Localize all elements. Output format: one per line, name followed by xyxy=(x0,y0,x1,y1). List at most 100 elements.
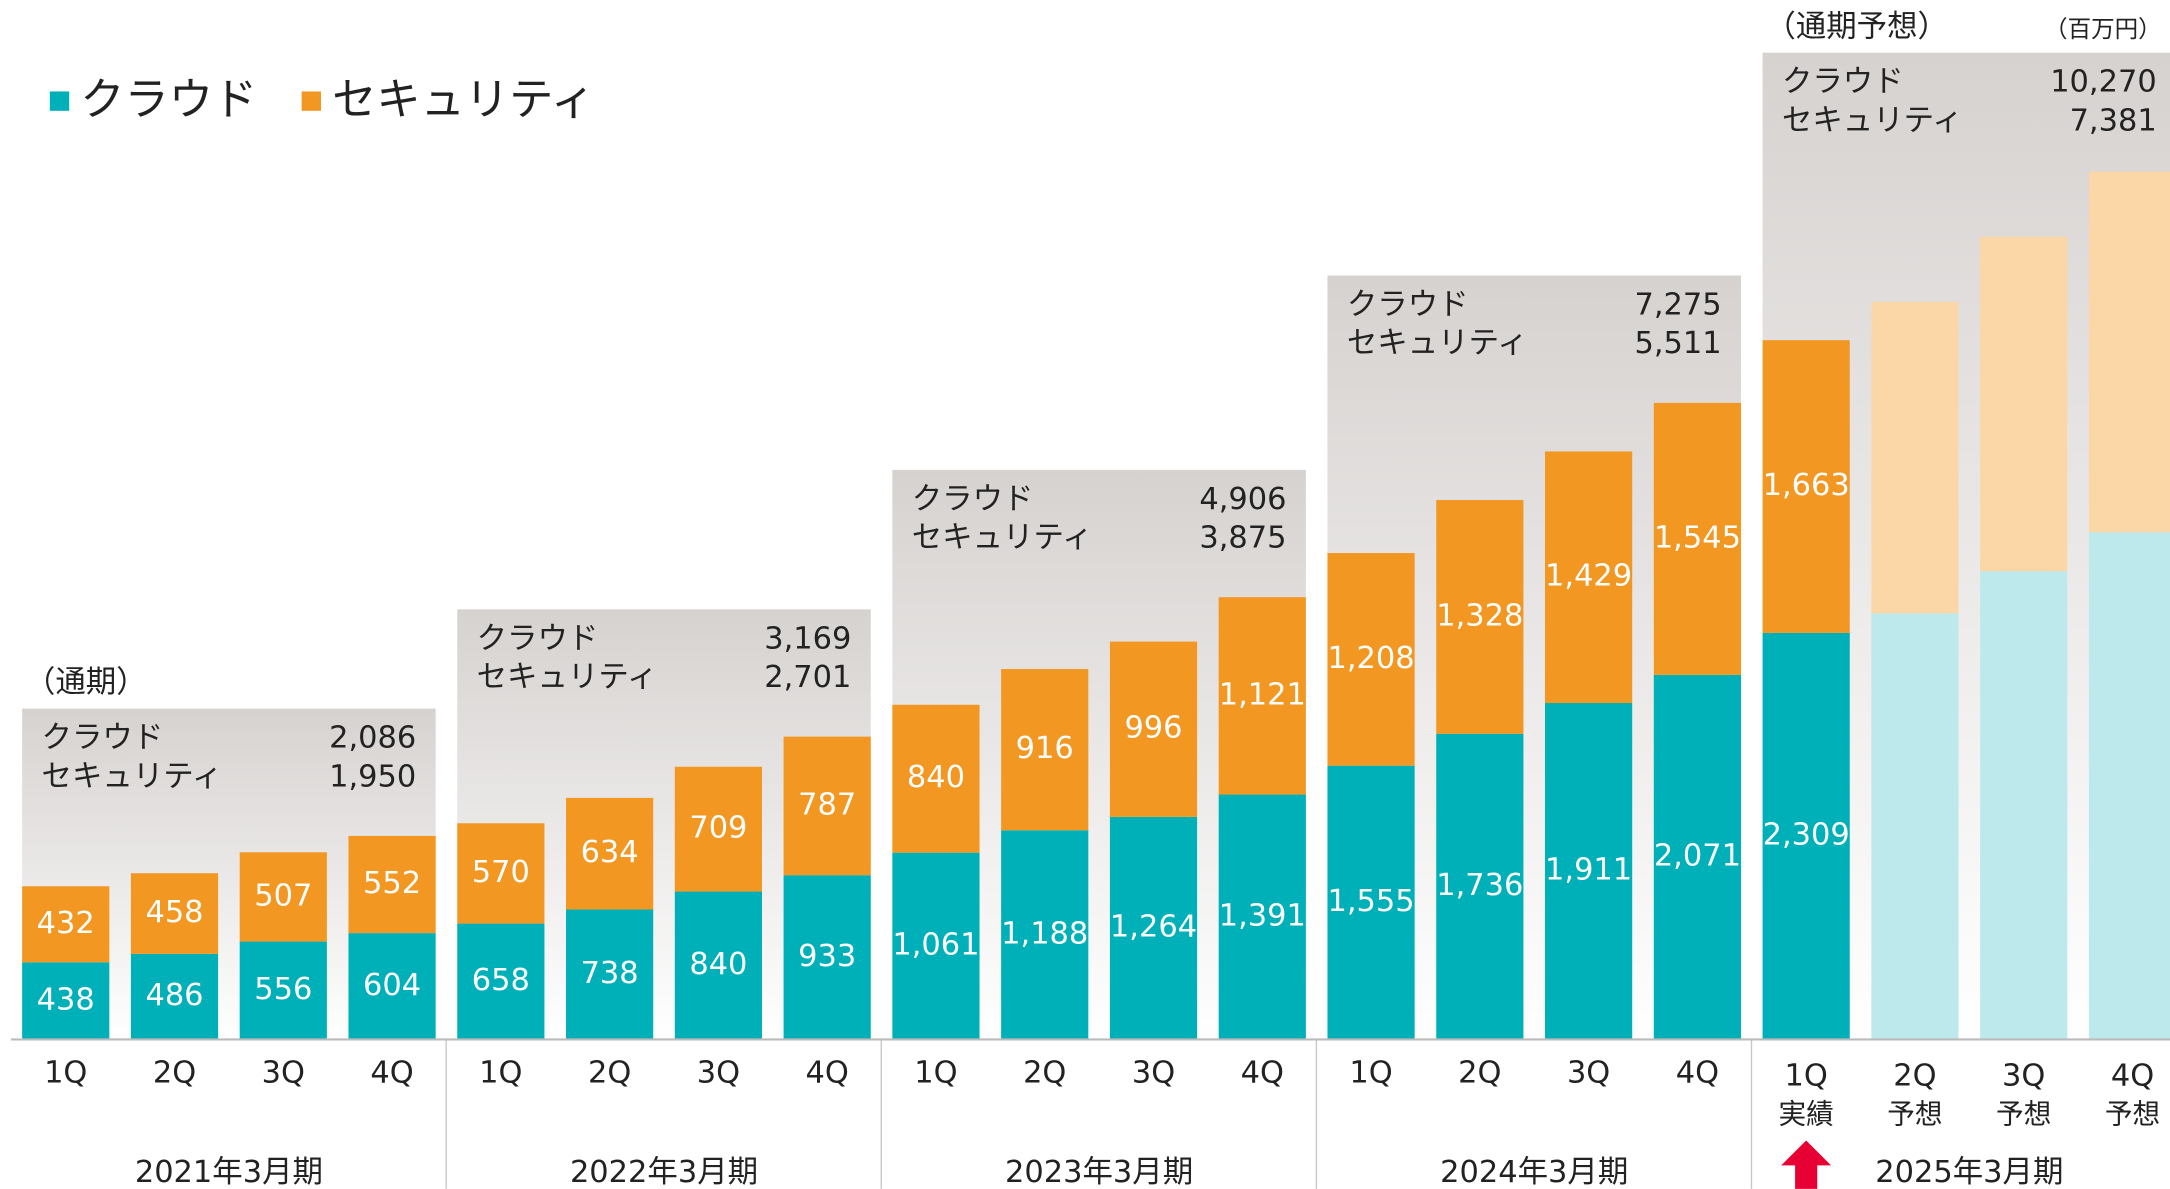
value-label: 1,736 xyxy=(1436,868,1523,903)
bar-segment xyxy=(566,909,654,1040)
x-tick-label: 1Q xyxy=(1785,1058,1828,1093)
value-label: 1,264 xyxy=(1110,910,1197,945)
period-label: 2025年3月期 xyxy=(1875,1155,2063,1189)
bar-segment xyxy=(1327,553,1415,766)
x-tick-label: 3Q xyxy=(262,1056,305,1091)
bar-segment xyxy=(1762,632,1850,1040)
bar-segment xyxy=(348,835,436,934)
value-label: 486 xyxy=(145,978,203,1013)
value-label: 840 xyxy=(907,760,965,795)
value-label: 1,429 xyxy=(1545,559,1632,594)
bar-segment xyxy=(1436,500,1524,734)
bar-segment xyxy=(1545,703,1633,1040)
period-label: 2021年3月期 xyxy=(135,1155,323,1189)
x-sublabel: 予想 xyxy=(2105,1098,2160,1131)
bar-segment xyxy=(457,823,545,924)
bar-segment xyxy=(1436,733,1524,1040)
value-label: 1,911 xyxy=(1545,853,1632,888)
value-label: 787 xyxy=(798,787,856,822)
value-label: 438 xyxy=(37,982,95,1017)
value-label: 933 xyxy=(798,939,856,974)
bar-segment xyxy=(1218,794,1306,1040)
bar-segment xyxy=(1980,571,2068,1040)
legend-label: セキュリティ xyxy=(332,75,595,126)
x-tick-label: 1Q xyxy=(1349,1056,1392,1091)
x-sublabel: 予想 xyxy=(1996,1098,2051,1131)
x-tick-label: 3Q xyxy=(1567,1056,1610,1091)
value-label: 996 xyxy=(1124,711,1182,746)
x-tick-label: 4Q xyxy=(1676,1056,1719,1091)
bar-segment xyxy=(1109,641,1198,817)
x-tick-label: 3Q xyxy=(1132,1056,1175,1091)
annual-heading: （通期予想） xyxy=(1765,9,1948,44)
value-label: 2,071 xyxy=(1654,839,1741,874)
value-label: 1,208 xyxy=(1327,641,1414,676)
value-label: 634 xyxy=(581,835,639,870)
annual-value: 5,511 xyxy=(1634,326,1721,361)
annual-value: 2,701 xyxy=(764,660,851,695)
legend-label: クラウド xyxy=(80,75,257,126)
actual-arrow xyxy=(1781,1140,1832,1189)
annual-series-name: クラウド xyxy=(42,721,164,756)
annual-series-name: クラウド xyxy=(1782,65,1904,100)
annual-value: 2,086 xyxy=(329,721,416,756)
annual-value: 10,270 xyxy=(2050,65,2157,100)
value-label: 458 xyxy=(145,895,203,930)
x-tick-label: 1Q xyxy=(44,1056,87,1091)
value-label: 709 xyxy=(689,811,747,846)
value-label: 1,061 xyxy=(892,928,979,963)
annual-heading: （通期） xyxy=(25,665,147,700)
x-tick-label: 4Q xyxy=(370,1056,413,1091)
bar-segment xyxy=(1653,674,1741,1040)
x-sublabel: 予想 xyxy=(1887,1098,1942,1131)
bar-segment xyxy=(1762,340,1850,633)
period-label: 2024年3月期 xyxy=(1440,1155,1628,1189)
period-label: 2023年3月期 xyxy=(1005,1155,1193,1189)
annual-series-name: セキュリティ xyxy=(42,759,223,794)
annual-value: 7,381 xyxy=(2070,103,2157,138)
bar-segment xyxy=(892,704,980,853)
x-tick-label: 2Q xyxy=(1893,1058,1936,1093)
bar-segment xyxy=(1545,451,1633,704)
annual-series-name: クラウド xyxy=(912,482,1034,517)
bar-segment xyxy=(348,933,436,1040)
value-label: 604 xyxy=(363,968,421,1003)
bar-segment xyxy=(1327,765,1415,1040)
x-tick-label: 3Q xyxy=(697,1056,740,1091)
bar-segment xyxy=(1001,669,1089,831)
annual-value: 3,169 xyxy=(764,621,851,656)
bar-segment xyxy=(2088,171,2170,533)
annual-value: 3,875 xyxy=(1199,521,1286,556)
value-label: 507 xyxy=(254,878,312,913)
annual-series-name: クラウド xyxy=(477,621,599,656)
x-tick-label: 4Q xyxy=(806,1056,849,1091)
x-tick-label: 1Q xyxy=(479,1056,522,1091)
value-label: 916 xyxy=(1016,731,1074,766)
bar-segment xyxy=(239,852,327,942)
bar-segment xyxy=(1109,816,1198,1040)
value-label: 432 xyxy=(37,906,95,941)
value-label: 1,555 xyxy=(1327,884,1414,919)
annual-series-name: セキュリティ xyxy=(912,521,1093,556)
bar-segment xyxy=(674,766,762,892)
unit-label: （百万円） xyxy=(2044,15,2162,43)
annual-series-name: セキュリティ xyxy=(477,660,658,695)
bar-segment xyxy=(1218,597,1306,795)
x-sublabel: 実績 xyxy=(1779,1098,1834,1131)
bar-segment xyxy=(1653,402,1741,675)
value-label: 840 xyxy=(689,947,747,982)
bar-segment xyxy=(892,852,980,1040)
bar-segment xyxy=(674,891,762,1040)
value-label: 1,328 xyxy=(1436,598,1523,633)
bar-segment xyxy=(1001,830,1089,1040)
period-label: 2022年3月期 xyxy=(570,1155,758,1189)
x-tick-label: 4Q xyxy=(2111,1058,2154,1093)
value-label: 1,188 xyxy=(1001,916,1088,951)
value-label: 658 xyxy=(472,963,530,998)
bar-segment xyxy=(2088,532,2170,1040)
value-label: 1,121 xyxy=(1219,677,1306,712)
x-tick-label: 2Q xyxy=(588,1056,631,1091)
value-label: 556 xyxy=(254,972,312,1007)
